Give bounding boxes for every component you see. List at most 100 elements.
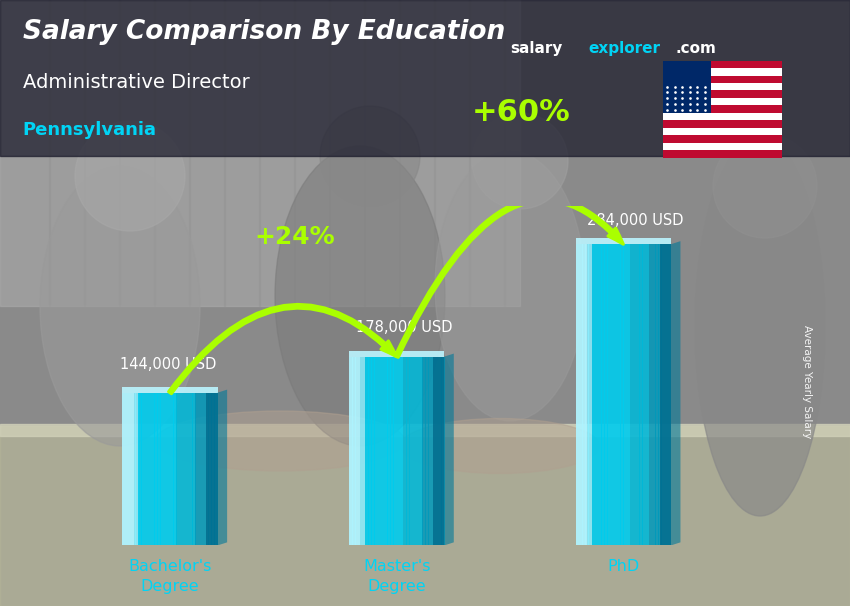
Bar — [412, 356, 416, 545]
Bar — [428, 356, 432, 545]
Bar — [575, 244, 580, 545]
Bar — [371, 356, 375, 545]
Bar — [167, 393, 171, 545]
Bar — [663, 113, 782, 120]
Bar — [601, 244, 604, 545]
Text: Administrative Director: Administrative Director — [23, 73, 250, 92]
Bar — [164, 393, 167, 545]
Bar — [151, 393, 155, 545]
Bar — [214, 393, 218, 545]
Bar — [639, 244, 643, 545]
Bar — [196, 393, 199, 545]
Polygon shape — [218, 390, 227, 545]
Bar — [208, 393, 212, 545]
Bar — [623, 244, 627, 545]
Polygon shape — [445, 353, 454, 545]
Bar — [592, 244, 595, 545]
Bar — [663, 68, 782, 76]
Bar — [620, 244, 624, 545]
FancyArrowPatch shape — [168, 304, 397, 394]
Bar — [122, 393, 126, 545]
Bar — [614, 244, 617, 545]
Bar — [652, 244, 655, 545]
Bar — [649, 244, 652, 545]
Circle shape — [472, 113, 568, 209]
Text: Pennsylvania: Pennsylvania — [23, 121, 156, 139]
Ellipse shape — [155, 411, 405, 471]
Bar — [595, 244, 598, 545]
Bar — [394, 356, 397, 545]
FancyArrowPatch shape — [395, 198, 623, 358]
Bar — [368, 356, 371, 545]
Bar — [663, 61, 782, 68]
Text: salary: salary — [510, 41, 563, 56]
Bar — [157, 393, 161, 545]
Bar — [186, 393, 190, 545]
Text: Salary Comparison By Education: Salary Comparison By Education — [23, 19, 505, 45]
Bar — [0, 424, 850, 436]
Bar — [432, 356, 435, 545]
Bar — [148, 393, 151, 545]
Bar — [349, 350, 445, 356]
Bar — [668, 244, 672, 545]
Bar — [0, 426, 850, 606]
Bar — [617, 244, 620, 545]
Polygon shape — [671, 241, 681, 545]
Bar — [598, 244, 602, 545]
Text: 178,000 USD: 178,000 USD — [356, 319, 452, 335]
Bar — [663, 128, 782, 135]
Bar — [176, 393, 180, 545]
Bar — [663, 135, 782, 142]
Bar — [377, 356, 382, 545]
Ellipse shape — [400, 419, 600, 473]
Bar — [362, 356, 365, 545]
Bar — [173, 393, 177, 545]
Bar — [610, 244, 615, 545]
Bar — [406, 356, 410, 545]
Bar — [397, 356, 400, 545]
Bar — [384, 356, 388, 545]
Bar — [588, 244, 592, 545]
Bar — [192, 393, 196, 545]
Bar — [154, 393, 158, 545]
Bar — [359, 356, 362, 545]
Bar — [663, 120, 782, 128]
Bar — [433, 356, 445, 545]
Text: 284,000 USD: 284,000 USD — [587, 213, 683, 228]
Bar — [422, 356, 426, 545]
Bar — [416, 356, 419, 545]
Bar — [645, 244, 649, 545]
Bar — [400, 356, 404, 545]
Bar — [375, 356, 378, 545]
Bar — [207, 393, 218, 545]
Bar — [122, 387, 218, 393]
Bar — [403, 356, 406, 545]
Bar — [663, 90, 782, 98]
Bar — [387, 356, 391, 545]
Bar — [604, 244, 608, 545]
Bar — [122, 393, 133, 545]
Bar — [212, 393, 215, 545]
Bar — [575, 244, 587, 545]
Bar — [139, 393, 142, 545]
Bar — [663, 83, 782, 90]
Ellipse shape — [435, 151, 585, 421]
Bar — [355, 356, 359, 545]
Bar — [663, 76, 782, 83]
Bar — [0, 0, 520, 306]
Bar — [438, 356, 441, 545]
Bar — [352, 356, 356, 545]
Bar — [183, 393, 186, 545]
Bar — [655, 244, 659, 545]
Bar — [608, 244, 611, 545]
Bar — [425, 356, 429, 545]
Bar — [575, 238, 671, 244]
Bar — [126, 393, 129, 545]
Bar — [658, 244, 662, 545]
Bar — [441, 356, 445, 545]
Ellipse shape — [40, 166, 200, 446]
Bar — [586, 244, 589, 545]
Bar — [636, 244, 640, 545]
Bar — [179, 393, 183, 545]
Bar — [349, 356, 360, 545]
